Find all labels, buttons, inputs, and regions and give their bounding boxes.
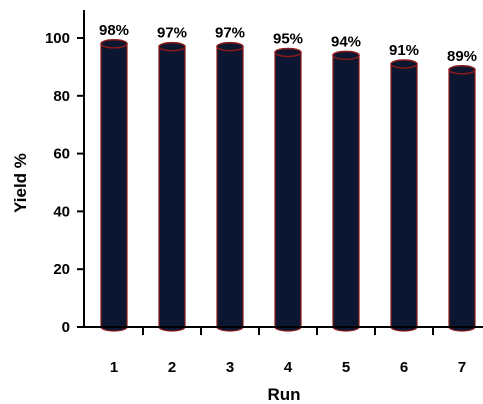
data-label: 91% xyxy=(389,42,419,59)
data-label: 98% xyxy=(99,22,129,39)
x-tick-label: 1 xyxy=(110,359,118,376)
data-label: 95% xyxy=(273,30,303,47)
data-labels: 98% 97% 97% 95% 94% 91% 89% xyxy=(99,22,477,65)
y-tick-label: 20 xyxy=(53,261,70,278)
bar-2 xyxy=(158,41,186,332)
x-axis-ticks: 1 2 3 4 5 6 7 xyxy=(110,327,466,376)
bar-cap xyxy=(332,50,360,61)
data-label: 97% xyxy=(215,25,245,42)
bars xyxy=(100,39,476,332)
bar-body xyxy=(390,63,418,332)
data-label: 89% xyxy=(447,48,477,65)
y-axis-title: Yield % xyxy=(11,153,30,213)
bar-7 xyxy=(448,65,476,332)
bar-6 xyxy=(390,59,418,332)
bar-4 xyxy=(274,47,302,332)
bar-body xyxy=(100,43,128,332)
y-tick-label: 40 xyxy=(53,203,70,220)
bar-body xyxy=(274,51,302,332)
y-tick-label: 60 xyxy=(53,146,70,163)
bar-cap xyxy=(216,41,244,52)
bar-cap xyxy=(390,59,418,69)
y-tick-label: 80 xyxy=(53,88,70,105)
x-tick-label: 3 xyxy=(226,359,234,376)
data-label: 97% xyxy=(157,25,187,42)
y-tick-label: 100 xyxy=(45,30,70,47)
data-label: 94% xyxy=(331,33,361,50)
x-tick-label: 6 xyxy=(400,359,408,376)
y-tick-label: 0 xyxy=(62,319,70,336)
bar-body xyxy=(158,46,186,332)
bar-body xyxy=(448,69,476,332)
x-axis-title: Run xyxy=(267,385,300,404)
x-tick-label: 5 xyxy=(342,359,350,376)
bar-1 xyxy=(100,39,128,332)
bar-5 xyxy=(332,50,360,332)
bar-cap xyxy=(158,41,186,52)
x-tick-label: 7 xyxy=(458,359,466,376)
bar-cap xyxy=(100,39,128,49)
bar-body xyxy=(216,46,244,332)
y-axis-ticks: 0 20 40 60 80 100 xyxy=(45,30,84,336)
x-tick-label: 2 xyxy=(168,359,176,376)
x-tick-label: 4 xyxy=(284,359,293,376)
bar-body xyxy=(332,54,360,332)
bar-3 xyxy=(216,41,244,332)
bar-cap xyxy=(274,47,302,58)
bar-cap xyxy=(448,65,476,75)
